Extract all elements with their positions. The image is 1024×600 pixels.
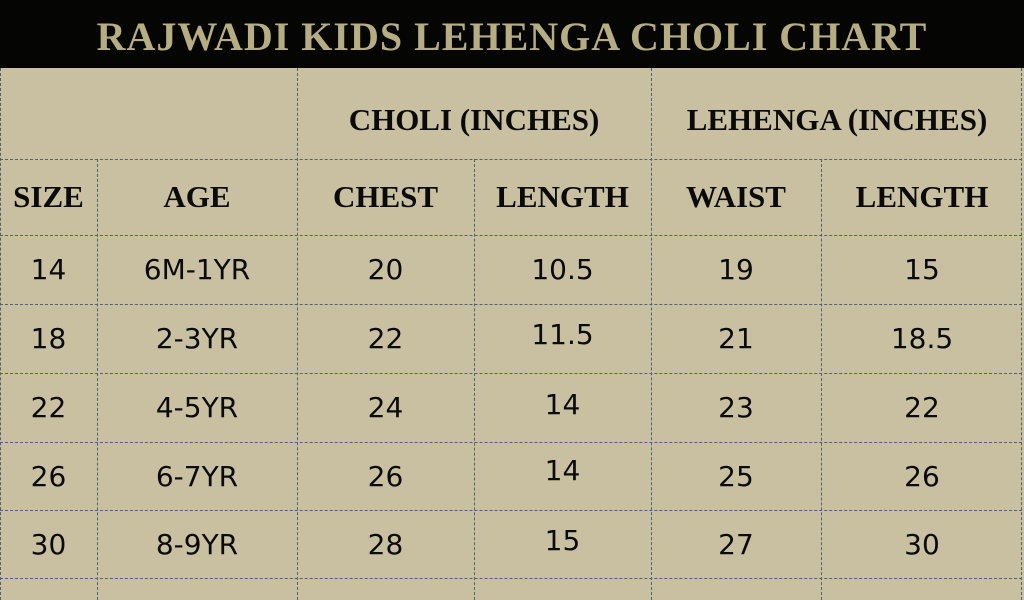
grid-line	[0, 578, 1022, 579]
table-cell-choli-length: 14	[544, 453, 581, 487]
table-cell-age: 2-3YR	[155, 322, 239, 355]
table-cell-size: 18	[30, 322, 67, 355]
table-cell-lehenga-length: 30	[904, 527, 940, 561]
grid-line	[297, 68, 298, 600]
grid-line	[474, 159, 475, 600]
table-cell-age: 6M-1YR	[143, 253, 251, 286]
table-cell-waist: 25	[718, 459, 754, 493]
table-cell-waist: 19	[718, 253, 754, 286]
grid-line	[0, 68, 1, 600]
table-cell-size: 30	[30, 527, 67, 561]
table-cell-chest: 28	[367, 527, 404, 561]
table-cell-lehenga-length: 15	[904, 253, 940, 286]
column-header-lehenga-length: LENGTH	[855, 179, 989, 214]
grid-line	[0, 510, 1022, 511]
grid-line	[0, 159, 1022, 160]
column-header-waist: WAIST	[686, 179, 786, 214]
title-bar: RAJWADI KIDS LEHENGA CHOLI CHART	[0, 0, 1024, 68]
table-cell-age: 4-5YR	[155, 391, 239, 424]
grid-line	[0, 304, 1022, 305]
grid-line	[821, 159, 822, 600]
table-cell-choli-length: 14	[544, 388, 581, 421]
grid-line	[0, 235, 1022, 236]
table-cell-chest: 22	[367, 322, 404, 355]
table-cell-chest: 20	[367, 253, 404, 286]
table-cell-age: 8-9YR	[155, 527, 239, 561]
group-header-lehenga: LEHENGA (INCHES)	[686, 101, 988, 137]
table-cell-choli-length: 10.5	[531, 253, 594, 286]
table-cell-lehenga-length: 18.5	[890, 322, 954, 355]
size-chart-table: CHOLI (INCHES) LEHENGA (INCHES) SIZE AGE…	[0, 68, 1024, 600]
table-cell-chest: 24	[367, 391, 404, 424]
table-cell-waist: 21	[718, 322, 754, 355]
table-cell-waist: 23	[718, 391, 754, 424]
table-cell-age: 6-7YR	[155, 459, 239, 493]
grid-line	[97, 159, 98, 600]
table-cell-size: 22	[30, 391, 67, 424]
page-title: RAJWADI KIDS LEHENGA CHOLI CHART	[96, 13, 928, 59]
table-cell-size: 14	[30, 253, 67, 286]
table-cell-lehenga-length: 26	[904, 459, 940, 493]
grid-line	[1021, 68, 1022, 600]
group-header-choli: CHOLI (INCHES)	[348, 101, 600, 137]
column-header-age: AGE	[163, 179, 231, 214]
grid-line	[0, 442, 1022, 443]
column-header-size: SIZE	[13, 179, 84, 214]
table-cell-lehenga-length: 22	[904, 391, 940, 424]
grid-line	[0, 373, 1022, 374]
column-header-chest: CHEST	[332, 179, 439, 214]
grid-line	[651, 68, 652, 600]
table-cell-waist: 27	[718, 527, 754, 561]
column-header-choli-length: LENGTH	[496, 179, 629, 214]
table-cell-choli-length: 11.5	[531, 318, 594, 351]
table-cell-size: 26	[30, 459, 67, 493]
table-cell-chest: 26	[367, 459, 404, 493]
table-cell-choli-length: 15	[544, 523, 581, 557]
